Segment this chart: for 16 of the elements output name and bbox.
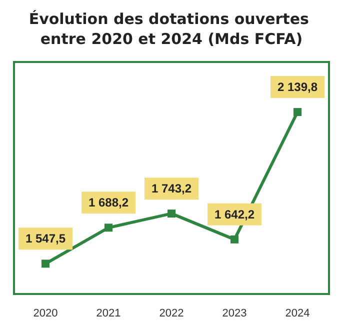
x-tick-label: 2024 — [285, 308, 310, 320]
x-tick-label: 2020 — [33, 308, 58, 320]
chart-title: Évolution des dotations ouvertes entre 2020 et 2024 (Mds FCFA) — [28, 10, 314, 48]
point — [230, 235, 238, 244]
point — [42, 260, 50, 268]
data-label: 1 642,2 — [214, 207, 255, 222]
x-tick-label: 2023 — [222, 308, 247, 320]
point — [168, 210, 176, 218]
data-label: 1 688,2 — [88, 196, 129, 210]
point — [294, 108, 302, 116]
data-label: 2 139,8 — [277, 80, 318, 94]
data-label: 1 743,2 — [151, 182, 192, 196]
point — [104, 224, 112, 232]
data-label: 1 547,5 — [25, 232, 66, 246]
x-tick-label: 2022 — [159, 308, 184, 320]
x-tick-label: 2021 — [96, 308, 121, 320]
